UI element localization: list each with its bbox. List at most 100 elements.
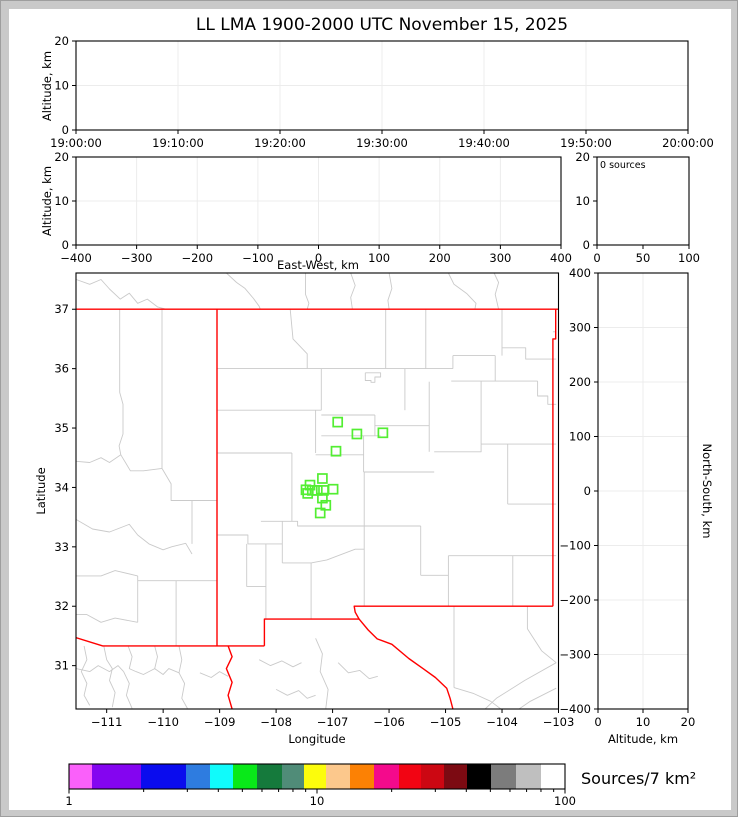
x-tick-label: −200 [181, 251, 213, 265]
x-tick-label: 300 [489, 251, 511, 265]
x-tick-label: 20:00:00 [662, 136, 714, 150]
county-border-line [493, 273, 500, 310]
x-tick-label: −105 [430, 715, 462, 729]
state-border-line [552, 309, 557, 607]
sources-count-annotation: 0 sources [600, 160, 646, 171]
map-layer [76, 273, 559, 709]
county-border-line [80, 645, 91, 706]
colorbar-segment [257, 764, 282, 789]
x-tick-label: 0 [593, 251, 600, 265]
county-border-line [311, 548, 365, 564]
ns-panel-xlabel: Altitude, km [608, 732, 678, 746]
county-border-line [76, 279, 167, 310]
colorbar-tick-label: 10 [310, 794, 325, 808]
county-border-line [258, 659, 302, 668]
x-tick-label: 200 [429, 251, 451, 265]
lightning-source-marker [302, 488, 314, 499]
county-border-line [275, 689, 316, 699]
colorbar-segment [374, 764, 399, 789]
county-border-line [76, 570, 138, 577]
county-border-line [315, 638, 329, 709]
county-border-line [123, 671, 133, 709]
colorbar-tick-label: 1 [65, 794, 72, 808]
y-tick-label: 32 [54, 599, 69, 613]
x-tick-label: −104 [486, 715, 518, 729]
colorbar-segment [399, 764, 421, 789]
state-border-line [225, 645, 233, 709]
county-border-line [260, 520, 365, 527]
y-tick-label: 0 [62, 123, 69, 137]
y-tick-label: 0 [583, 238, 590, 252]
y-tick-label: 10 [54, 79, 69, 93]
y-tick-label: 200 [569, 375, 591, 389]
lightning-source-marker [351, 428, 363, 440]
county-border-line [103, 645, 116, 708]
colorbar-segment [491, 764, 516, 789]
x-tick-label: −109 [204, 715, 236, 729]
y-tick-label: −200 [559, 593, 591, 607]
x-tick-label: 19:20:00 [254, 136, 306, 150]
x-tick-label: −106 [373, 715, 405, 729]
county-border-line [76, 614, 138, 623]
lightning-source-marker [317, 473, 328, 484]
colorbar-label: Sources/7 km² [581, 769, 696, 788]
county-border-line [350, 273, 356, 310]
x-tick-label: 20 [681, 715, 696, 729]
colorbar-segment [210, 764, 233, 789]
figure-title: LL LMA 1900-2000 UTC November 15, 2025 [196, 15, 568, 35]
colorbar-segment [186, 764, 210, 789]
county-border-line [453, 687, 502, 709]
ticks-layer: 19:00:00 19:10:00 19:20:00 19:30:00 19:40:00… [50, 34, 714, 729]
y-tick-label: 0 [584, 484, 591, 498]
y-tick-label: 0 [62, 238, 69, 252]
x-tick-label: 19:40:00 [458, 136, 510, 150]
county-border-line [118, 309, 124, 455]
county-border-line [305, 273, 310, 310]
lightning-source-marker [377, 427, 389, 439]
ns-panel-ylabel-right: North-South, km [700, 444, 714, 539]
county-border-line [337, 662, 378, 680]
x-tick-label: 10 [636, 715, 651, 729]
colorbar-segment [326, 764, 350, 789]
y-tick-label: 400 [569, 266, 591, 280]
county-border-line [387, 273, 393, 310]
county-border-line [76, 665, 124, 673]
county-border-line [120, 454, 163, 472]
lightning-source-marker [332, 416, 344, 428]
county-border-line [216, 534, 283, 545]
county-border-line [289, 309, 308, 369]
county-border-line [434, 444, 482, 453]
colorbar-segment [141, 764, 186, 789]
y-tick-label: 34 [54, 480, 69, 494]
y-tick-label: 300 [569, 321, 591, 335]
colorbar-segment [444, 764, 467, 789]
county-border-line [76, 519, 193, 555]
x-tick-label: −108 [260, 715, 292, 729]
colorbar-layer: 1 10 100 [65, 763, 576, 808]
county-border-line [518, 687, 557, 709]
county-border-line [76, 454, 122, 463]
figure-paper [9, 9, 731, 810]
x-tick-label: 19:30:00 [356, 136, 408, 150]
colorbar-segment [350, 764, 374, 789]
y-tick-label: −300 [559, 648, 591, 662]
y-tick-label: 35 [54, 421, 69, 435]
county-border-line [161, 468, 217, 501]
lightning-source-marker [330, 445, 342, 457]
x-tick-label: 19:50:00 [560, 136, 612, 150]
y-tick-label: 20 [54, 150, 69, 164]
gridlines-layer [76, 41, 688, 709]
county-border-line [127, 645, 137, 673]
x-tick-label: −400 [60, 251, 92, 265]
y-tick-label: −400 [559, 702, 591, 716]
x-tick-label: −103 [543, 715, 575, 729]
x-tick-label: 50 [636, 251, 651, 265]
county-border-line [226, 273, 261, 310]
county-border-line [135, 668, 180, 675]
county-border-line [447, 273, 477, 310]
time-panel-ylabel: Altitude, km [40, 51, 54, 121]
y-tick-label: 31 [54, 659, 69, 673]
y-tick-label: 20 [54, 34, 69, 48]
